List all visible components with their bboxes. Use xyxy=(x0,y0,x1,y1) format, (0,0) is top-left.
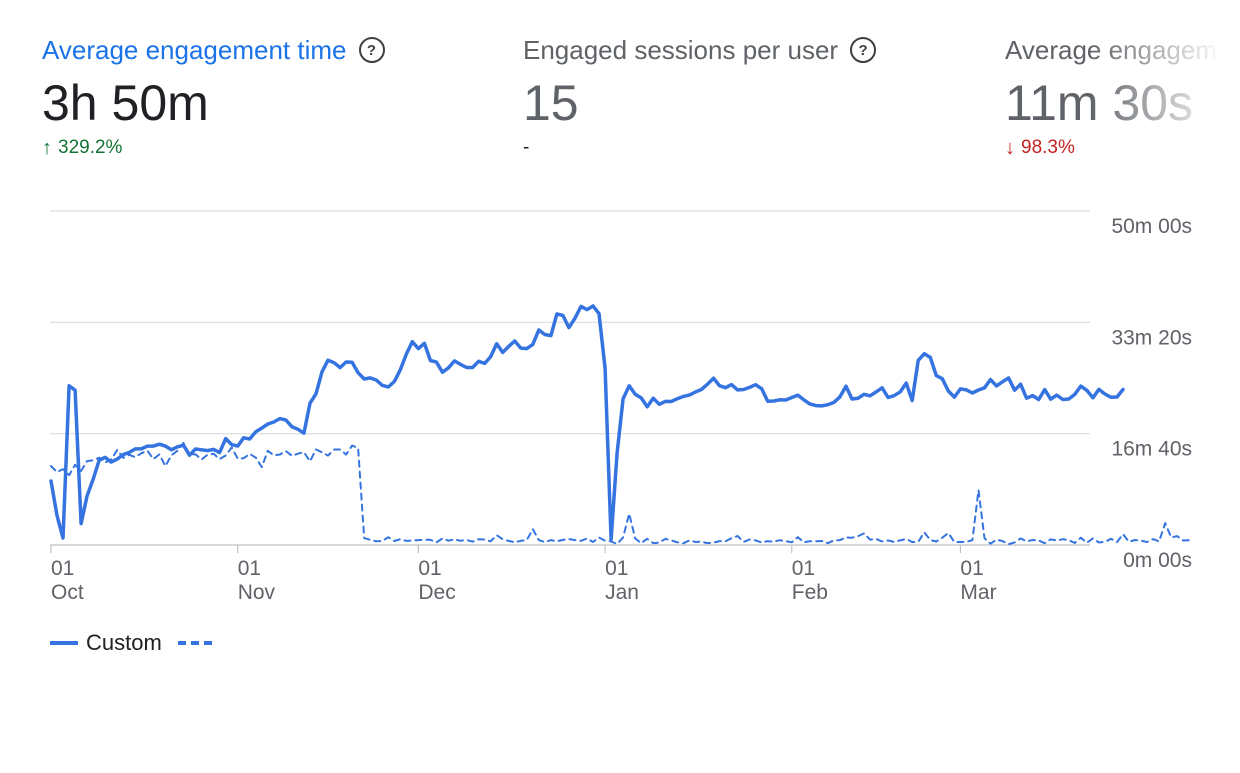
y-tick-label: 0m 00s xyxy=(1123,549,1192,572)
arrow-up-icon: ↑ xyxy=(42,137,52,159)
scorecard-average-engagement-time[interactable]: Average engagement time ? 3h 50m ↑ 329.2… xyxy=(42,30,482,180)
y-tick-label: 50m 00s xyxy=(1111,215,1192,238)
scorecard-average-engagement-partial[interactable]: Average engagem 11m 30s ↓ 98.3% xyxy=(1005,30,1240,180)
metric-title-label: Average engagement time xyxy=(42,35,347,65)
x-tick-label-month: Mar xyxy=(960,581,996,604)
metric-value: 3h 50m xyxy=(42,75,209,131)
x-tick-label-day: 01 xyxy=(792,557,815,580)
help-icon[interactable]: ? xyxy=(850,37,877,63)
metric-title[interactable]: Average engagem xyxy=(1005,30,1240,70)
x-tick-label-day: 01 xyxy=(605,557,628,580)
metric-delta: - xyxy=(523,134,963,162)
metric-title[interactable]: Engaged sessions per user ? xyxy=(523,30,963,70)
x-tick-label-day: 01 xyxy=(238,557,261,580)
x-tick-label-month: Feb xyxy=(792,581,828,604)
y-tick-label: 33m 20s xyxy=(1111,326,1192,349)
metric-title-label: Engaged sessions per user xyxy=(523,35,839,65)
y-tick-label: 16m 40s xyxy=(1111,438,1192,461)
metric-value: 15 xyxy=(523,75,579,131)
scorecard-engaged-sessions-per-user[interactable]: Engaged sessions per user ? 15 - xyxy=(523,30,963,180)
series-line-dashed xyxy=(50,441,1191,546)
legend-solid-line-swatch xyxy=(50,641,78,645)
metric-delta: ↓ 98.3% xyxy=(1005,134,1240,162)
x-tick-label-day: 01 xyxy=(960,557,983,580)
metric-delta: ↑ 329.2% xyxy=(42,134,482,162)
metric-title-label: Average engagem xyxy=(1005,35,1218,65)
arrow-down-icon: ↓ xyxy=(1005,137,1015,159)
x-tick-label-month: Nov xyxy=(238,581,276,604)
delta-value: 329.2% xyxy=(58,137,123,158)
metric-value: 11m 30s xyxy=(1005,75,1194,131)
delta-value: 98.3% xyxy=(1021,137,1075,158)
delta-value: - xyxy=(523,137,530,158)
metric-title[interactable]: Average engagement time ? xyxy=(42,30,482,70)
legend-label-custom: Custom xyxy=(86,630,162,655)
x-tick-label-month: Oct xyxy=(51,581,84,604)
help-icon[interactable]: ? xyxy=(358,37,385,63)
x-tick-label-month: Dec xyxy=(418,581,455,604)
chart-legend[interactable]: Custom xyxy=(50,630,212,656)
x-tick-label-day: 01 xyxy=(418,557,441,580)
legend-dashed-line-swatch xyxy=(177,641,212,645)
x-tick-label-month: Jan xyxy=(605,581,639,604)
series-line-custom xyxy=(49,304,1125,542)
x-tick-label-day: 01 xyxy=(51,557,74,580)
